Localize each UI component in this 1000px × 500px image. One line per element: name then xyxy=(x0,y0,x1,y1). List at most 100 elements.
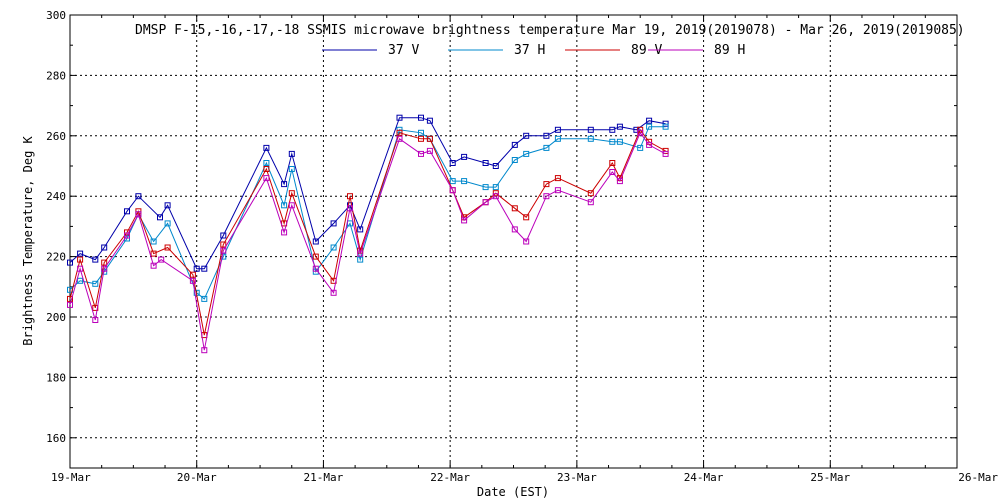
data-point-89v xyxy=(347,193,353,200)
data-point-89v xyxy=(150,250,157,257)
data-point-37h xyxy=(92,280,99,287)
data-point-37v xyxy=(523,132,530,139)
data-point-89v xyxy=(77,256,84,263)
data-point-37h xyxy=(330,244,337,251)
data-point-89h xyxy=(492,193,499,200)
data-point-37v xyxy=(135,193,142,200)
data-point-37v xyxy=(288,150,295,157)
data-point-89v xyxy=(511,205,518,212)
data-point-89h xyxy=(418,150,424,157)
data-point-89h xyxy=(201,347,208,354)
chart-title: DMSP F-15,-16,-17,-18 SSMIS microwave br… xyxy=(135,23,965,38)
data-point-89v xyxy=(101,259,108,266)
axis-ticks: 160 180 200 220 240 260 280 300 19-Mar 20-Mar 21-M… xyxy=(46,9,998,484)
data-point-89h xyxy=(67,301,73,308)
data-point-89h xyxy=(662,150,669,157)
data-point-37v xyxy=(646,117,653,124)
series-89h xyxy=(67,129,669,354)
data-point-37h xyxy=(662,123,669,130)
data-point-37h xyxy=(587,135,594,142)
data-point-89h xyxy=(101,265,108,272)
legend: 37 V 37 H 89 V 89 H xyxy=(322,43,745,58)
data-point-89h xyxy=(637,129,644,136)
data-point-89v xyxy=(164,244,171,251)
y-tick-label: 200 xyxy=(46,311,66,324)
data-point-37h xyxy=(482,184,489,191)
x-axis-title: Date (EST) xyxy=(477,485,549,499)
data-point-37v xyxy=(77,250,84,257)
data-point-37h xyxy=(609,138,616,145)
y-tick-label: 280 xyxy=(46,69,66,82)
legend-label-89h: 89 H xyxy=(714,43,745,58)
data-point-37v xyxy=(92,256,99,263)
data-point-37h xyxy=(616,138,623,145)
legend-item-89h: 89 H xyxy=(648,43,745,58)
data-point-37v xyxy=(164,202,171,209)
legend-label-89v: 89 V xyxy=(631,43,662,58)
y-tick-label: 160 xyxy=(46,432,66,445)
data-point-37v xyxy=(330,220,337,227)
data-point-37h xyxy=(554,135,561,142)
x-tick-label: 22-Mar xyxy=(430,471,470,484)
x-tick-label: 25-Mar xyxy=(810,471,850,484)
x-tick-label: 24-Mar xyxy=(684,471,724,484)
data-point-37h xyxy=(523,150,530,157)
data-point-89h xyxy=(646,141,653,148)
data-point-89v xyxy=(312,253,319,260)
data-point-37v xyxy=(157,214,163,221)
data-point-89v xyxy=(189,271,196,278)
data-point-89h xyxy=(281,229,288,236)
data-point-89h xyxy=(426,147,433,154)
data-point-89h xyxy=(220,247,227,254)
data-point-37v xyxy=(449,160,456,166)
data-point-37v xyxy=(312,238,319,245)
data-point-89v xyxy=(523,214,530,221)
data-point-89v xyxy=(220,241,227,248)
data-point-37h xyxy=(150,238,157,245)
data-point-37v xyxy=(396,114,403,121)
data-point-89h xyxy=(609,169,616,175)
y-tick-label: 180 xyxy=(46,371,66,384)
series-layer xyxy=(67,114,669,354)
data-point-37h xyxy=(646,123,653,130)
data-point-89h xyxy=(189,277,196,284)
legend-label-37v: 37 V xyxy=(388,43,419,58)
data-point-37v xyxy=(101,244,108,251)
data-point-37h xyxy=(77,277,84,284)
grid xyxy=(70,15,957,468)
data-point-37v xyxy=(67,259,73,266)
data-point-37h xyxy=(418,129,424,136)
data-point-37v xyxy=(616,123,623,130)
data-point-89h xyxy=(357,250,364,257)
data-point-37v xyxy=(511,141,518,148)
series-line-37h xyxy=(69,126,666,300)
data-point-37h xyxy=(357,256,364,263)
data-point-89h xyxy=(77,265,84,272)
data-point-37v xyxy=(418,114,424,121)
data-point-89h xyxy=(92,317,99,323)
data-point-37v xyxy=(426,117,433,124)
data-point-37h xyxy=(263,160,270,166)
data-point-37v xyxy=(220,232,227,239)
data-point-89v xyxy=(67,295,73,302)
y-tick-label: 260 xyxy=(46,130,66,143)
series-37v xyxy=(67,114,669,272)
data-point-37h xyxy=(511,157,518,163)
data-point-37h xyxy=(637,144,644,151)
data-point-89h xyxy=(288,202,295,209)
data-point-37v xyxy=(492,163,499,169)
data-point-37h xyxy=(543,144,550,151)
series-line-37v xyxy=(69,117,666,270)
data-point-89h xyxy=(543,193,550,200)
data-point-37h xyxy=(492,184,499,191)
x-tick-label: 26-Mar xyxy=(958,471,998,484)
data-point-37v xyxy=(482,160,489,166)
data-point-89h xyxy=(158,256,165,263)
legend-item-37h: 37 H xyxy=(448,43,545,58)
data-point-89h xyxy=(330,289,337,296)
data-point-89h xyxy=(347,205,353,212)
data-point-37h xyxy=(201,295,208,302)
y-tick-label: 240 xyxy=(46,190,66,203)
data-point-89v xyxy=(554,175,561,182)
